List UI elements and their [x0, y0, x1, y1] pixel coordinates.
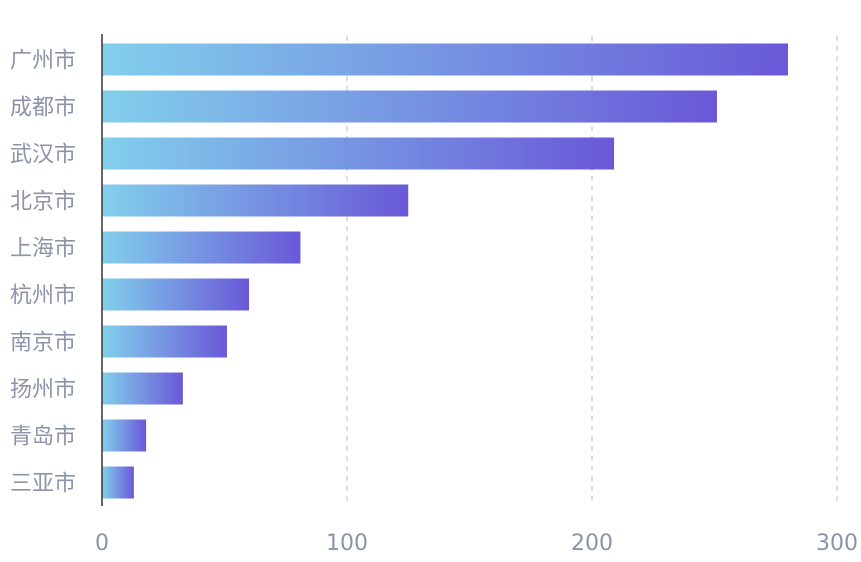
bar [102, 419, 147, 452]
category-label: 三亚市 [10, 472, 76, 497]
category-label: 成都市 [10, 96, 76, 121]
x-tick-label: 100 [326, 531, 368, 556]
x-tick-label: 0 [95, 531, 109, 556]
category-label: 杭州市 [10, 284, 76, 309]
x-tick-label: 200 [571, 531, 613, 556]
bar-layer [102, 43, 788, 499]
category-label: 北京市 [10, 190, 76, 215]
bar [102, 184, 409, 217]
category-label: 青岛市 [10, 425, 76, 450]
bar [102, 278, 249, 311]
bar [102, 137, 615, 170]
bar [102, 372, 183, 405]
category-label: 扬州市 [10, 378, 76, 403]
bar [102, 90, 717, 123]
category-label: 上海市 [10, 237, 76, 262]
category-label: 武汉市 [10, 143, 76, 168]
bar [102, 466, 134, 499]
bar [102, 325, 227, 358]
category-label: 南京市 [10, 331, 76, 356]
category-label: 广州市 [10, 49, 76, 74]
bar [102, 231, 301, 264]
x-tick-label: 300 [816, 531, 858, 556]
grid-layer [346, 36, 838, 506]
bar [102, 43, 788, 76]
